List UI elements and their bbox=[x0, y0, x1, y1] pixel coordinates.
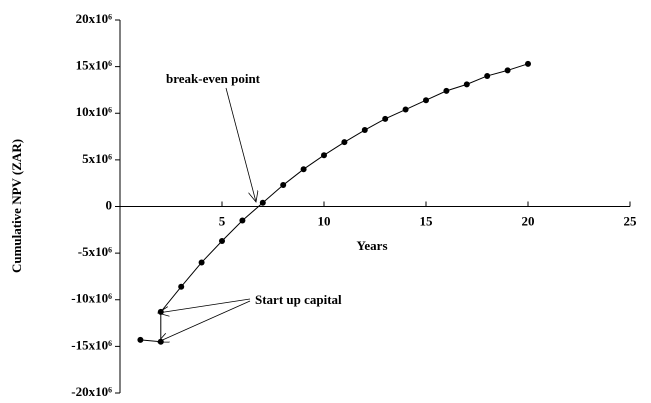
point bbox=[463, 81, 470, 88]
x-tick-label: 15 bbox=[420, 213, 434, 228]
annotation: break-even point bbox=[166, 71, 261, 86]
y-tick-label: -20x10⁶ bbox=[71, 384, 112, 399]
point bbox=[219, 238, 225, 245]
point bbox=[321, 152, 327, 159]
annotation-arrow bbox=[158, 300, 251, 342]
point bbox=[341, 139, 348, 146]
y-tick-label: 15x10⁶ bbox=[76, 58, 113, 73]
point bbox=[198, 259, 205, 266]
y-tick-label: -5x10⁶ bbox=[78, 244, 112, 259]
y-tick-label: 5x10⁶ bbox=[82, 151, 112, 166]
point bbox=[423, 97, 429, 104]
point bbox=[157, 308, 164, 315]
point bbox=[259, 199, 266, 206]
point bbox=[280, 182, 287, 189]
y-tick-label: -15x10⁶ bbox=[71, 337, 112, 352]
point bbox=[178, 283, 185, 290]
annotation: Start up capital bbox=[255, 292, 342, 307]
annotation-arrow bbox=[225, 87, 256, 202]
y-tick-label: 20x10⁶ bbox=[76, 11, 113, 26]
point bbox=[443, 87, 450, 94]
x-tick-label: 5 bbox=[219, 213, 226, 228]
point bbox=[402, 106, 409, 113]
point bbox=[504, 67, 511, 74]
x-tick-label: 20 bbox=[522, 213, 535, 228]
y-tick-label: -10x10⁶ bbox=[71, 291, 112, 306]
x-axis-label: Years bbox=[356, 238, 387, 253]
y-tick-label: 10x10⁶ bbox=[76, 104, 113, 119]
point bbox=[300, 166, 307, 173]
point bbox=[382, 115, 389, 122]
point bbox=[484, 72, 491, 79]
point bbox=[525, 60, 531, 67]
point bbox=[239, 217, 246, 224]
y-axis-label: Cumulative NPV (ZAR) bbox=[9, 139, 24, 273]
annotation-arrow bbox=[158, 298, 251, 313]
point bbox=[137, 336, 144, 343]
x-tick-label: 25 bbox=[624, 213, 638, 228]
x-tick-label: 10 bbox=[318, 213, 331, 228]
point bbox=[361, 127, 368, 134]
point bbox=[157, 338, 164, 345]
y-tick-label: 0 bbox=[106, 197, 113, 212]
